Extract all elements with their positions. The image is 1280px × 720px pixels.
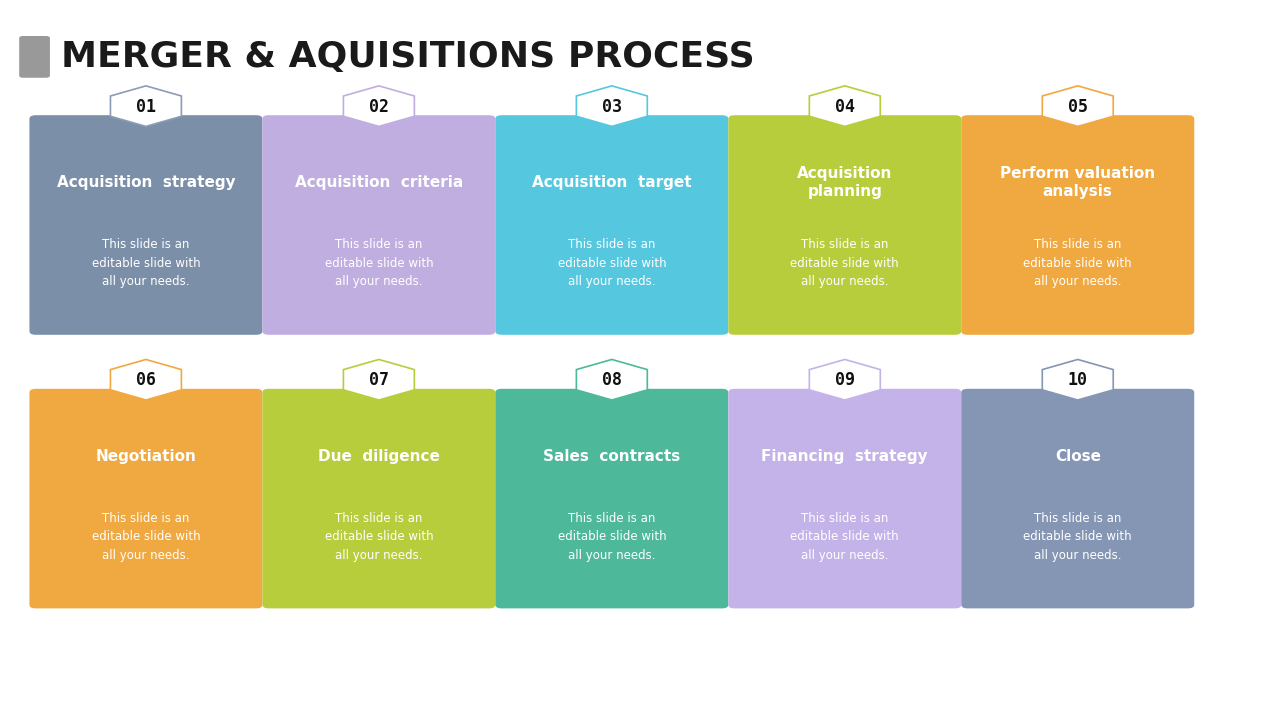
Text: Acquisition  strategy: Acquisition strategy bbox=[56, 175, 236, 190]
Text: This slide is an
editable slide with
all your needs.: This slide is an editable slide with all… bbox=[1024, 512, 1132, 562]
Text: This slide is an
editable slide with
all your needs.: This slide is an editable slide with all… bbox=[791, 512, 899, 562]
Text: 06: 06 bbox=[136, 372, 156, 390]
Text: 04: 04 bbox=[835, 98, 855, 116]
Polygon shape bbox=[343, 359, 415, 400]
FancyBboxPatch shape bbox=[19, 36, 50, 78]
Text: This slide is an
editable slide with
all your needs.: This slide is an editable slide with all… bbox=[92, 512, 200, 562]
Text: Negotiation: Negotiation bbox=[96, 449, 196, 464]
Polygon shape bbox=[576, 86, 648, 127]
FancyBboxPatch shape bbox=[728, 389, 961, 608]
Text: Financing  strategy: Financing strategy bbox=[762, 449, 928, 464]
Polygon shape bbox=[809, 359, 881, 400]
Text: This slide is an
editable slide with
all your needs.: This slide is an editable slide with all… bbox=[325, 238, 433, 288]
FancyBboxPatch shape bbox=[29, 115, 262, 335]
Text: MERGER & AQUISITIONS PROCESS: MERGER & AQUISITIONS PROCESS bbox=[61, 40, 755, 74]
Polygon shape bbox=[1042, 86, 1114, 127]
FancyBboxPatch shape bbox=[495, 389, 728, 608]
Text: Due  diligence: Due diligence bbox=[317, 449, 440, 464]
FancyBboxPatch shape bbox=[262, 389, 495, 608]
Polygon shape bbox=[110, 86, 182, 127]
FancyBboxPatch shape bbox=[961, 389, 1194, 608]
FancyBboxPatch shape bbox=[728, 115, 961, 335]
FancyBboxPatch shape bbox=[961, 115, 1194, 335]
Polygon shape bbox=[343, 86, 415, 127]
Text: This slide is an
editable slide with
all your needs.: This slide is an editable slide with all… bbox=[1024, 238, 1132, 288]
Text: Acquisition
planning: Acquisition planning bbox=[797, 166, 892, 199]
Text: This slide is an
editable slide with
all your needs.: This slide is an editable slide with all… bbox=[791, 238, 899, 288]
Text: 05: 05 bbox=[1068, 98, 1088, 116]
Text: 08: 08 bbox=[602, 372, 622, 390]
Text: Acquisition  target: Acquisition target bbox=[532, 175, 691, 190]
Text: 03: 03 bbox=[602, 98, 622, 116]
Text: Close: Close bbox=[1055, 449, 1101, 464]
Text: 10: 10 bbox=[1068, 372, 1088, 390]
Text: Perform valuation
analysis: Perform valuation analysis bbox=[1000, 166, 1156, 199]
Polygon shape bbox=[576, 359, 648, 400]
Text: This slide is an
editable slide with
all your needs.: This slide is an editable slide with all… bbox=[558, 512, 666, 562]
FancyBboxPatch shape bbox=[29, 389, 262, 608]
Text: This slide is an
editable slide with
all your needs.: This slide is an editable slide with all… bbox=[558, 238, 666, 288]
Text: Sales  contracts: Sales contracts bbox=[543, 449, 681, 464]
Polygon shape bbox=[1042, 359, 1114, 400]
Text: 09: 09 bbox=[835, 372, 855, 390]
Text: This slide is an
editable slide with
all your needs.: This slide is an editable slide with all… bbox=[325, 512, 433, 562]
Text: 01: 01 bbox=[136, 98, 156, 116]
Text: 02: 02 bbox=[369, 98, 389, 116]
Polygon shape bbox=[809, 86, 881, 127]
FancyBboxPatch shape bbox=[262, 115, 495, 335]
FancyBboxPatch shape bbox=[495, 115, 728, 335]
Text: This slide is an
editable slide with
all your needs.: This slide is an editable slide with all… bbox=[92, 238, 200, 288]
Text: 07: 07 bbox=[369, 372, 389, 390]
Polygon shape bbox=[110, 359, 182, 400]
Text: Acquisition  criteria: Acquisition criteria bbox=[294, 175, 463, 190]
